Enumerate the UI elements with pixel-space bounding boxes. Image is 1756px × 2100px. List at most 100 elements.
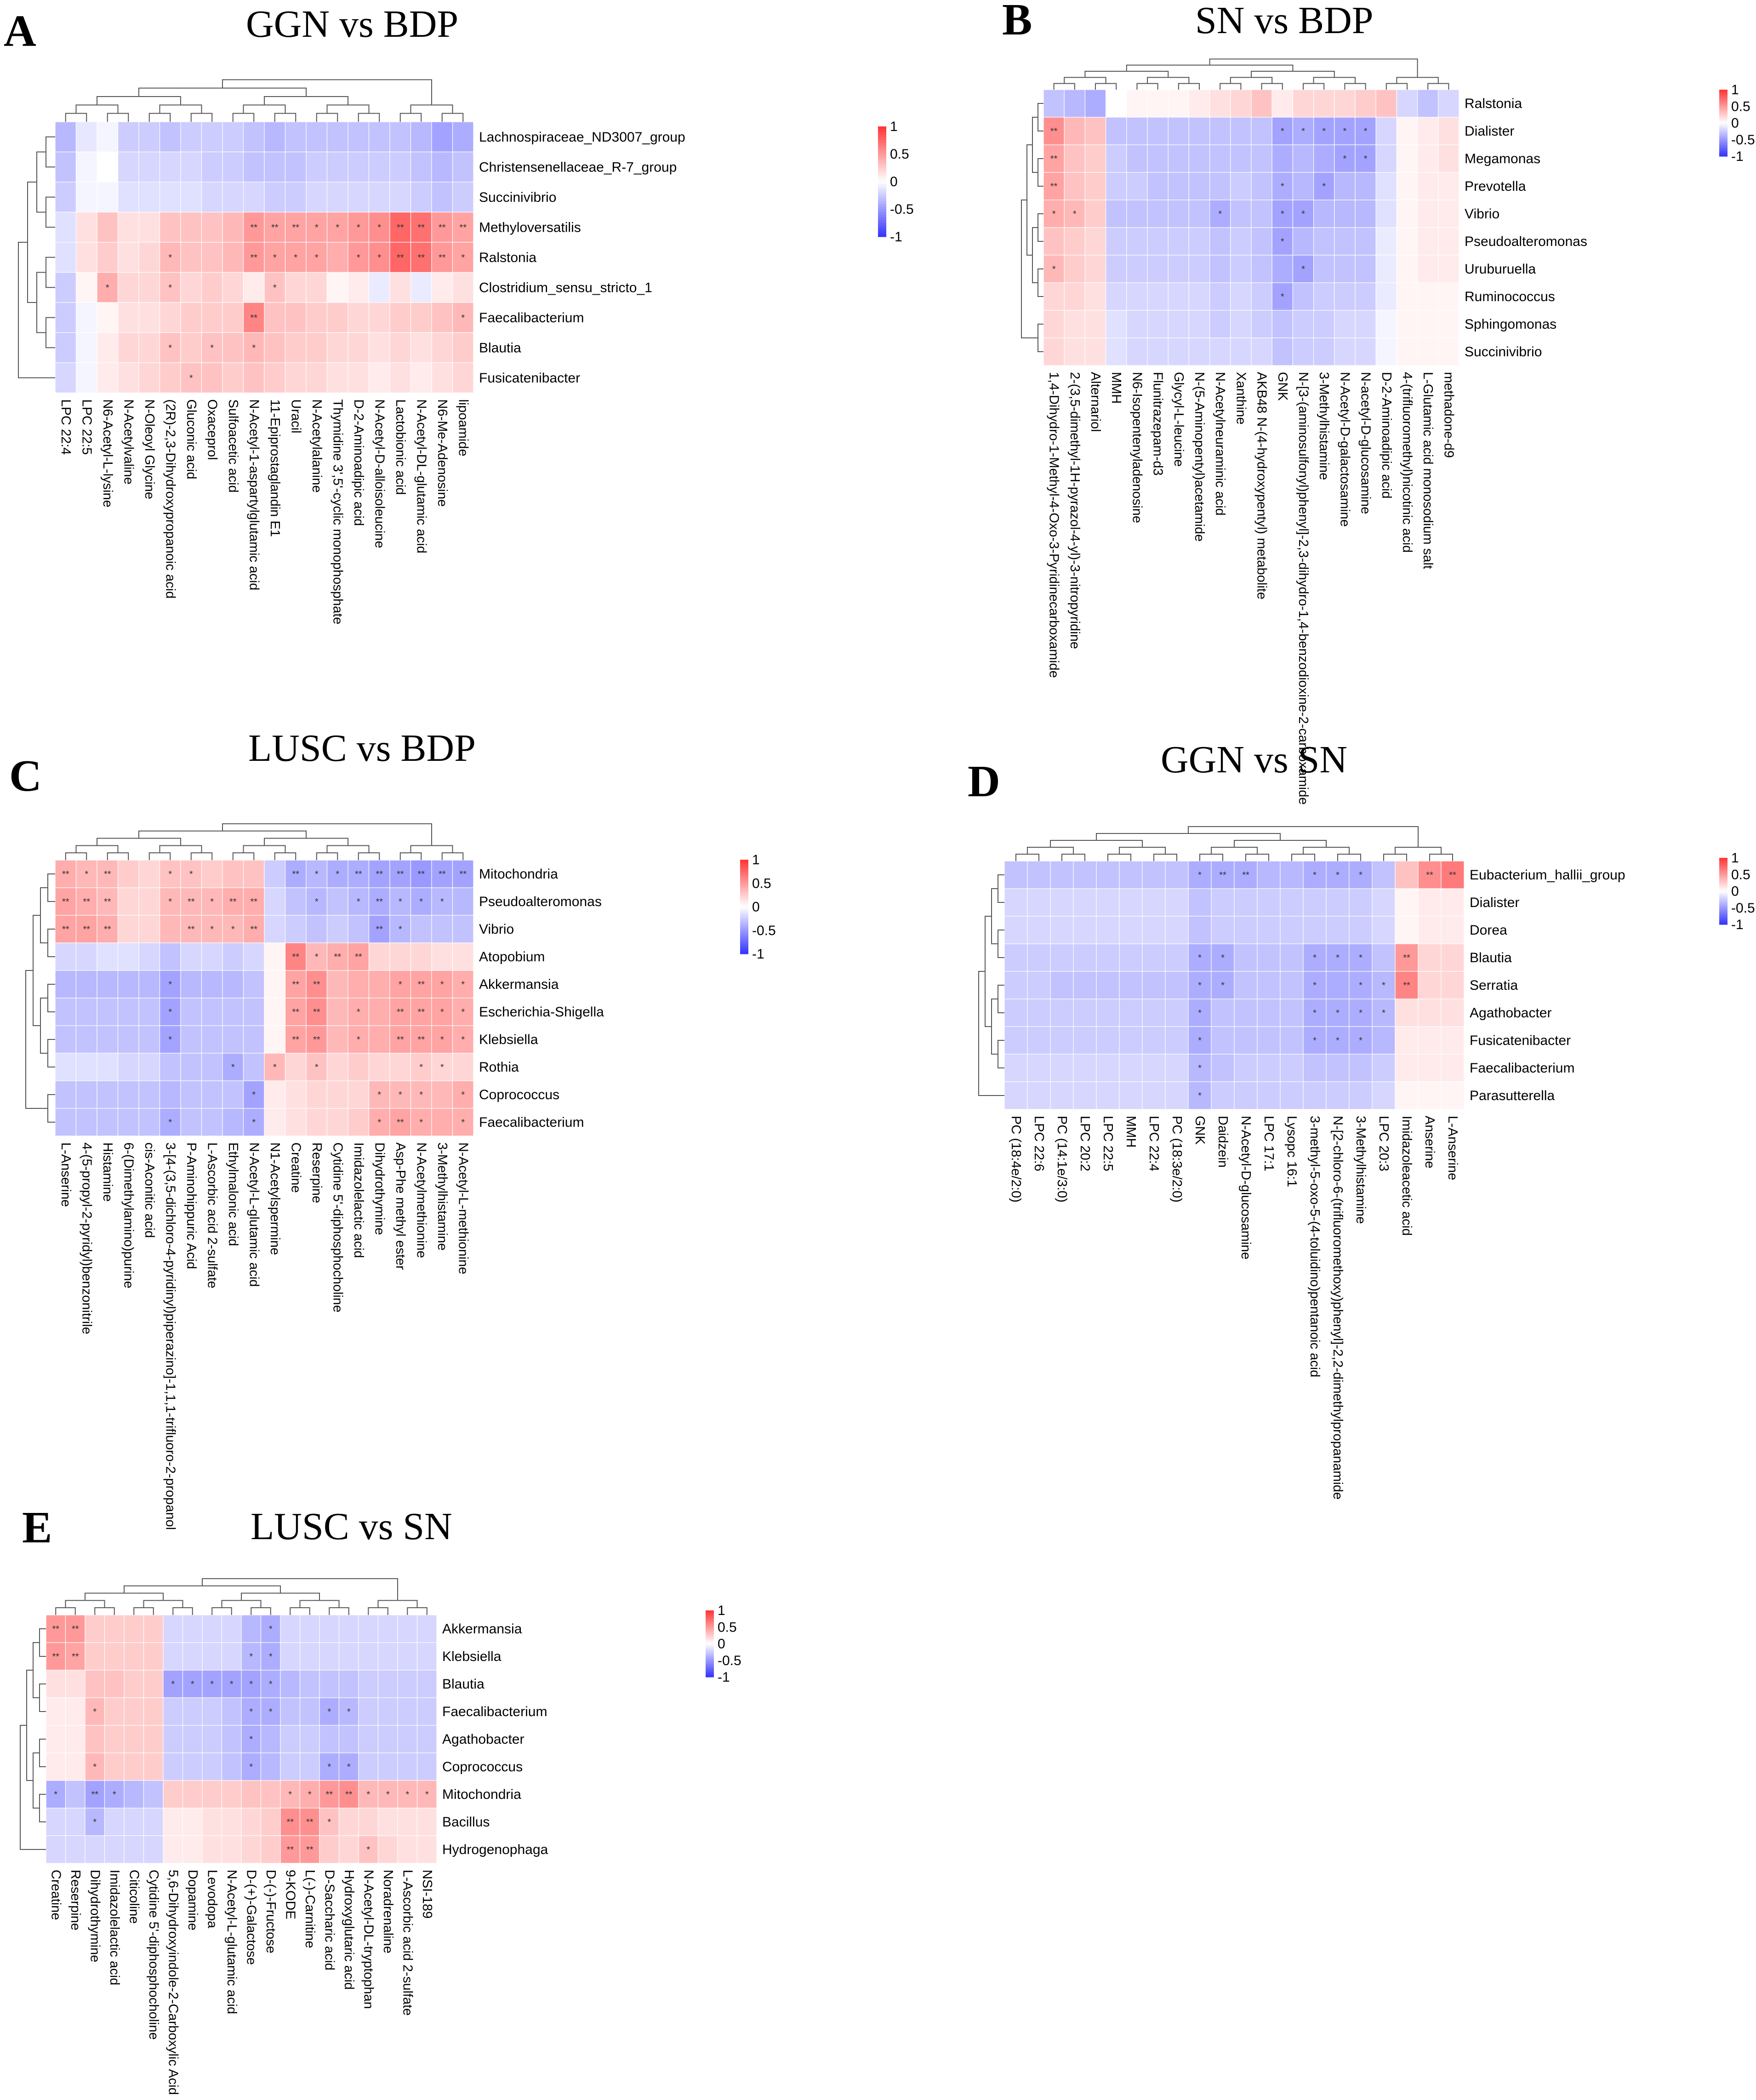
dendrogram-branch bbox=[1396, 77, 1439, 84]
heatmap-cell bbox=[138, 998, 160, 1026]
legend-swatch bbox=[706, 1637, 714, 1639]
heatmap-cell bbox=[416, 1835, 437, 1864]
heatmap-cell bbox=[338, 1752, 359, 1781]
heatmap-cell bbox=[368, 915, 390, 943]
heatmap-cell bbox=[1084, 117, 1106, 145]
legend-swatch bbox=[878, 148, 886, 152]
heatmap-cell bbox=[1142, 916, 1166, 944]
row-label-agathobacter: Agathobacter bbox=[1470, 1005, 1551, 1021]
heatmap-cell bbox=[280, 1752, 301, 1781]
significance-mark: ** bbox=[188, 924, 195, 935]
heatmap-cell bbox=[201, 887, 223, 916]
legend-swatch bbox=[878, 182, 886, 185]
heatmap-cell bbox=[138, 332, 160, 363]
heatmap-cell bbox=[326, 1080, 348, 1109]
significance-mark: * bbox=[315, 869, 319, 879]
heatmap-cell bbox=[1126, 227, 1148, 256]
heatmap-cell bbox=[1084, 227, 1106, 256]
significance-mark: ** bbox=[229, 897, 237, 907]
heatmap-cell bbox=[159, 1025, 181, 1054]
heatmap-cell bbox=[46, 1808, 66, 1836]
legend-swatch bbox=[878, 135, 886, 138]
dendrogram-branch bbox=[1313, 77, 1356, 84]
heatmap-cell bbox=[1147, 310, 1169, 338]
legend-swatch bbox=[706, 1620, 714, 1622]
heatmap-cell bbox=[377, 1808, 398, 1836]
heatmap-cell bbox=[452, 182, 474, 213]
heatmap-cell bbox=[264, 1080, 286, 1109]
panel-d-row-dendrogram bbox=[978, 874, 1004, 1096]
heatmap-cell bbox=[1355, 172, 1376, 200]
heatmap-cell bbox=[1292, 255, 1314, 283]
column-label-n6-acetyl-l-lysine: N6-Acetyl-L-lysine bbox=[100, 399, 115, 508]
heatmap-cell bbox=[1234, 943, 1258, 972]
heatmap-cell bbox=[202, 1615, 222, 1643]
heatmap-cell bbox=[138, 1108, 160, 1136]
dendrogram-branch bbox=[55, 1607, 76, 1615]
column-label-n-acetyl-1-aspartylglutamic-acid: N-Acetyl-1-aspartylglutamic acid bbox=[246, 399, 261, 591]
heatmap-cell bbox=[338, 1808, 359, 1836]
heatmap-cell bbox=[431, 1025, 453, 1054]
legend-swatch bbox=[878, 143, 886, 146]
significance-mark: * bbox=[1364, 126, 1368, 137]
heatmap-cell bbox=[1230, 172, 1252, 200]
heatmap-cell bbox=[1334, 172, 1356, 200]
heatmap-cell bbox=[410, 151, 432, 183]
column-label-lpc-22-6: LPC 22:6 bbox=[1032, 1116, 1046, 1171]
heatmap-cell bbox=[182, 1808, 203, 1836]
heatmap-cell bbox=[1096, 971, 1120, 999]
heatmap-cell bbox=[65, 1780, 86, 1809]
heatmap-cell bbox=[97, 362, 119, 394]
legend-swatch bbox=[706, 1668, 714, 1671]
legend-swatch bbox=[878, 162, 886, 165]
heatmap-cell bbox=[1188, 310, 1210, 338]
heatmap-cell bbox=[1417, 310, 1439, 338]
column-label-6-dimethylamino-purine: 6-(Dimethylamino)purine bbox=[121, 1142, 136, 1289]
column-label-asp-phe-methyl-ester: Asp-Phe methyl ester bbox=[393, 1142, 408, 1270]
legend-swatch bbox=[1719, 899, 1727, 902]
heatmap-cell bbox=[1073, 943, 1097, 972]
heatmap-cell bbox=[138, 242, 160, 273]
heatmap-cell bbox=[1230, 255, 1252, 283]
column-label-n6-isopentenyladenosine: N6-Isopentenyladenosine bbox=[1129, 372, 1144, 523]
dendrogram-branch bbox=[159, 104, 202, 114]
legend-swatch bbox=[878, 176, 886, 179]
significance-mark: * bbox=[1221, 953, 1225, 963]
significance-mark: * bbox=[1281, 209, 1284, 219]
heatmap-cell bbox=[264, 1053, 286, 1081]
heatmap-cell bbox=[222, 272, 244, 303]
heatmap-cell bbox=[452, 1053, 474, 1081]
heatmap-cell bbox=[368, 942, 390, 971]
heatmap-cell bbox=[368, 302, 390, 333]
significance-mark: * bbox=[273, 283, 277, 293]
dendrogram-branch bbox=[991, 888, 998, 944]
significance-mark: * bbox=[93, 1762, 97, 1772]
heatmap-cell bbox=[180, 915, 202, 943]
heatmap-cell bbox=[1292, 144, 1314, 173]
heatmap-cell bbox=[1292, 172, 1314, 200]
heatmap-cell bbox=[221, 1697, 242, 1726]
heatmap-cell bbox=[1355, 227, 1376, 256]
legend-swatch bbox=[1719, 867, 1727, 870]
heatmap-cell bbox=[180, 182, 202, 213]
dendrogram-branch bbox=[47, 1094, 55, 1123]
legend-swatch bbox=[706, 1664, 714, 1666]
heatmap-cell bbox=[241, 1615, 262, 1643]
heatmap-cell bbox=[264, 970, 286, 999]
heatmap-cell bbox=[1234, 1081, 1258, 1110]
panel-b: B SN vs BDP ** * * * * *** * *** * ** * * * *** **Rals… bbox=[1002, 0, 1755, 805]
significance-mark: * bbox=[440, 1007, 444, 1017]
column-label-thymidine-3-5-cyclic-monophosphate: Thymidine 3',5'-cyclic monophosphate bbox=[330, 399, 345, 625]
dendrogram-branch bbox=[407, 1607, 428, 1615]
column-label-9-kode: 9-KODE bbox=[283, 1870, 297, 1919]
dendrogram-branch bbox=[399, 852, 422, 860]
legend-tick-label: 1 bbox=[1731, 82, 1739, 97]
legend-swatch bbox=[740, 930, 748, 933]
heatmap-cell bbox=[299, 1697, 320, 1726]
legend-swatch bbox=[1719, 121, 1727, 124]
dendrogram-branch bbox=[410, 104, 453, 114]
heatmap-cell bbox=[431, 998, 453, 1026]
legend-swatch bbox=[740, 873, 748, 877]
dendrogram-branch bbox=[1136, 83, 1158, 90]
heatmap-cell bbox=[416, 1808, 437, 1836]
